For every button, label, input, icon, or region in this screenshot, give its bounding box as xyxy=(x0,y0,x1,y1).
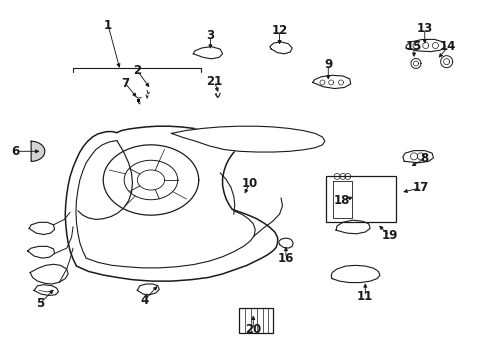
Bar xyxy=(325,176,396,222)
Text: 6: 6 xyxy=(11,145,20,158)
Text: 14: 14 xyxy=(439,40,455,53)
Text: 20: 20 xyxy=(244,323,261,336)
Polygon shape xyxy=(193,46,222,59)
Polygon shape xyxy=(312,75,350,89)
Text: 3: 3 xyxy=(206,29,214,42)
Text: 7: 7 xyxy=(121,77,129,90)
Text: 19: 19 xyxy=(381,229,397,242)
Polygon shape xyxy=(30,264,68,284)
Text: 12: 12 xyxy=(271,24,287,37)
Text: 18: 18 xyxy=(333,194,349,207)
Polygon shape xyxy=(278,238,293,248)
Text: 8: 8 xyxy=(420,152,428,165)
Polygon shape xyxy=(269,42,292,54)
Polygon shape xyxy=(402,150,433,163)
Text: 9: 9 xyxy=(324,58,332,71)
Text: 10: 10 xyxy=(241,177,257,190)
Polygon shape xyxy=(34,285,58,296)
Text: 17: 17 xyxy=(412,181,428,194)
Polygon shape xyxy=(31,141,45,161)
Bar xyxy=(238,309,272,333)
Polygon shape xyxy=(406,40,444,51)
Text: 1: 1 xyxy=(104,19,112,32)
Text: 4: 4 xyxy=(140,294,148,307)
Polygon shape xyxy=(29,222,55,234)
Text: 11: 11 xyxy=(356,290,373,303)
Polygon shape xyxy=(330,265,379,283)
Polygon shape xyxy=(137,284,159,295)
Text: 15: 15 xyxy=(405,40,421,53)
Text: 2: 2 xyxy=(133,64,141,77)
Text: 13: 13 xyxy=(416,22,432,35)
Polygon shape xyxy=(28,246,55,258)
Text: 21: 21 xyxy=(206,75,222,88)
Polygon shape xyxy=(171,126,324,152)
Polygon shape xyxy=(335,220,369,234)
Text: 16: 16 xyxy=(277,252,293,265)
Text: 5: 5 xyxy=(36,297,44,310)
